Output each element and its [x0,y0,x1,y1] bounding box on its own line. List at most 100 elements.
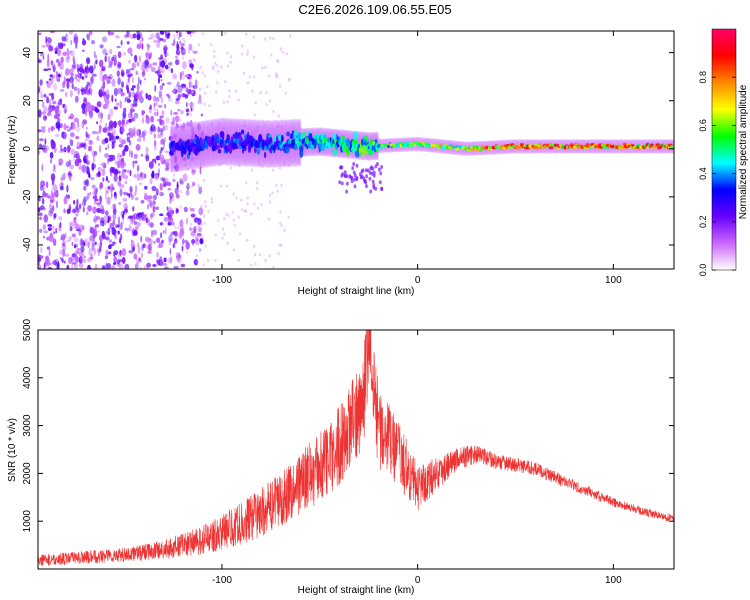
heatmap-cell [59,257,64,261]
heatmap-cell [182,173,188,182]
heatmap-cell [122,111,127,119]
spectrogram-y-ticks: -40 -20 0 20 40 [22,47,674,252]
heatmap-cell [113,262,117,265]
heatmap-cell [202,178,206,182]
heatmap-cell [219,184,223,188]
colorbar-label: Normalized spectral amplitude [738,84,749,219]
heatmap-cell [126,41,130,45]
heatmap-cell [79,203,82,210]
heatmap-cell [188,110,191,114]
heatmap-cell [40,205,45,211]
heatmap-cell [378,167,381,172]
heatmap-cell [64,105,67,109]
heatmap-cell [184,163,187,167]
heatmap-cell [48,194,50,199]
heatmap-cell [237,98,240,102]
heatmap-cell [159,182,163,191]
heatmap-cell [186,217,189,225]
heatmap-cell [241,208,244,212]
heatmap-cell [241,44,244,48]
heatmap-cell [42,55,45,60]
snr-x-ticks: -100 0 100 [212,330,622,586]
heatmap-cell [84,89,89,95]
heatmap-cell [82,225,85,231]
heatmap-cell [213,61,217,65]
heatmap-cell [185,241,190,250]
heatmap-cell [66,129,71,132]
heatmap-cell [157,104,163,108]
heatmap-cell [121,139,126,145]
heatmap-cell [253,253,257,257]
heatmap-cell [157,168,160,175]
heatmap-cell [66,81,70,89]
heatmap-cell [174,100,180,105]
heatmap-cell [181,94,184,98]
heatmap-cell [278,166,282,170]
heatmap-cell [165,158,171,162]
heatmap-cell [81,86,84,96]
heatmap-cell [153,240,156,244]
heatmap-cell [63,260,66,264]
heatmap-cell [114,160,119,165]
heatmap-cell [94,263,98,269]
heatmap-cell [132,206,135,212]
heatmap-cell [155,32,160,39]
heatmap-cell [97,202,103,206]
heatmap-cell [174,163,180,172]
heatmap-cell [109,108,114,117]
heatmap-cell [276,189,279,193]
heatmap-cell [276,59,279,63]
heatmap-cell [179,233,182,237]
y-tick-label: 1000 [22,510,33,533]
heatmap-cell [143,173,147,179]
heatmap-cell [114,98,117,102]
heatmap-cell [69,221,74,227]
heatmap-cell [173,90,176,94]
heatmap-cell [104,255,108,260]
heatmap-cell [223,232,226,236]
colorbar-ticks: 0.0 0.2 0.4 0.6 0.8 [698,71,736,276]
heatmap-cell [220,65,223,69]
heatmap-cell [246,53,249,57]
heatmap-cell [174,155,178,164]
heatmap-cell [180,263,186,268]
heatmap-cell [179,178,183,184]
heatmap-cell [75,74,77,81]
heatmap-cell [60,234,66,241]
heatmap-cell [126,31,129,37]
heatmap-cell [140,65,145,72]
heatmap-cell [49,151,54,159]
heatmap-cell [150,66,156,73]
heatmap-cell [152,62,158,66]
heatmap-cell [161,82,165,86]
x-tick-label: 100 [605,575,622,586]
heatmap-cell [42,224,46,231]
heatmap-cell [50,173,56,181]
heatmap-cell [131,62,137,69]
heatmap-cell [38,195,41,202]
heatmap-cell [204,244,207,248]
heatmap-cell [160,232,163,239]
heatmap-cell [175,98,180,101]
heatmap-cell [124,98,127,103]
heatmap-cell [149,104,152,110]
heatmap-cell [199,133,202,137]
heatmap-cell [163,266,169,269]
heatmap-cell [41,111,47,115]
heatmap-cell [81,199,86,207]
heatmap-cell [68,236,72,242]
heatmap-cell [86,81,91,86]
heatmap-cell [374,186,378,191]
heatmap-cell [99,69,103,76]
heatmap-cell [164,124,169,131]
heatmap-cell [142,117,144,124]
heatmap-cell [338,180,342,185]
heatmap-cell [190,31,196,34]
heatmap-cell [128,224,132,232]
heatmap-cell [150,212,155,217]
heatmap-cell [204,200,207,204]
heatmap-cell [98,125,102,134]
heatmap-cell [117,121,122,125]
spectrogram-x-label: Height of straight line (km) [298,286,415,297]
heatmap-cell [46,246,51,250]
